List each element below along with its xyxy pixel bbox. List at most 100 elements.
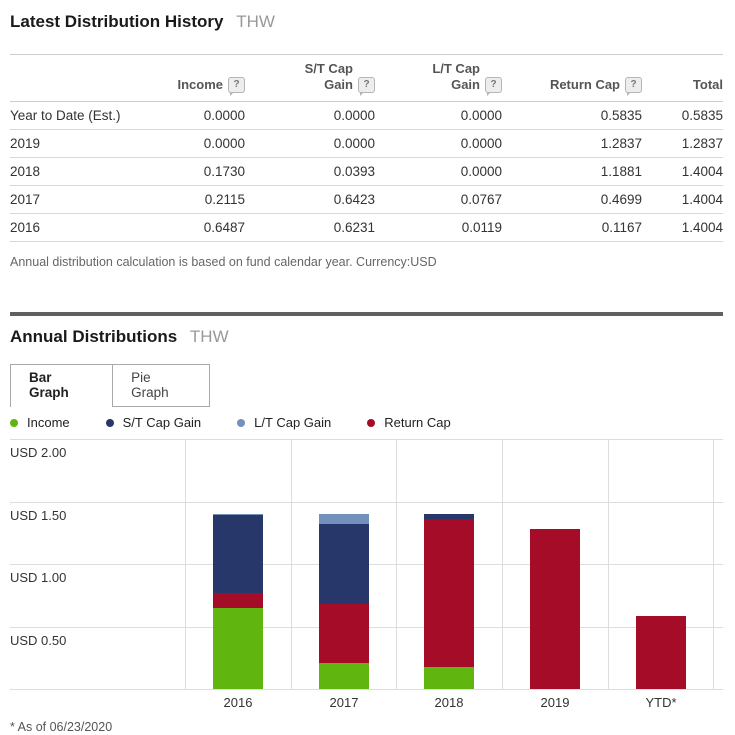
x-axis-label: 2018	[434, 695, 464, 710]
page-title: Latest Distribution History	[10, 12, 224, 31]
cell-value: 0.0000	[245, 129, 375, 158]
cell-value: 0.0119	[375, 213, 502, 242]
cell-value: 0.0393	[245, 157, 375, 186]
x-axis-label: 2019	[540, 695, 570, 710]
gridline-h	[10, 501, 723, 503]
bar-ytd[interactable]	[636, 439, 686, 689]
annual-distributions-section: Annual Distributions THW Bar Graph Pie G…	[10, 325, 723, 735]
bar-segment-return-cap[interactable]	[530, 528, 580, 689]
bar-segment-return-cap[interactable]	[319, 603, 369, 663]
y-axis-label: USD 1.00	[10, 570, 67, 585]
chart-footnote: * As of 06/23/2020	[10, 720, 113, 734]
legend-item: S/T Cap Gain	[105, 415, 201, 430]
x-axis-label: 2017	[329, 695, 359, 710]
distribution-history-section: Latest Distribution History THW Income? …	[10, 10, 723, 270]
row-label: Year to Date (Est.)	[10, 101, 160, 130]
y-axis-label: USD 2.00	[10, 445, 67, 460]
bar-segment-return-cap[interactable]	[213, 593, 263, 608]
section-title: Annual Distributions	[10, 327, 178, 346]
bar-segment-return-cap[interactable]	[636, 616, 686, 689]
cell-value: 0.0000	[375, 129, 502, 158]
bar-2018[interactable]	[424, 439, 474, 689]
gridline-v	[502, 439, 503, 689]
section-title-row: Annual Distributions THW	[10, 325, 723, 349]
cell-value: 0.2115	[160, 185, 245, 214]
bar-segment-s-t-cap-gain[interactable]	[424, 513, 474, 519]
cell-value: 0.5835	[502, 101, 642, 130]
tab-pie-graph[interactable]: Pie Graph	[113, 364, 210, 406]
cell-value: 0.0000	[160, 101, 245, 130]
bar-segment-l-t-cap-gain[interactable]	[213, 513, 263, 516]
cell-value: 0.5835	[642, 101, 723, 130]
legend-label: L/T Cap Gain	[254, 415, 332, 430]
graph-tabs: Bar Graph Pie Graph	[10, 364, 210, 407]
cell-value: 0.4699	[502, 185, 642, 214]
chart-plot-area: USD 2.00 USD 1.50 USD 1.00 USD 0.50	[10, 439, 723, 690]
y-axis-label: USD 1.50	[10, 507, 67, 523]
bar-segment-income[interactable]	[424, 667, 474, 689]
table-footnote: Annual distribution calculation is based…	[10, 255, 437, 269]
row-label: 2018	[10, 157, 160, 186]
distribution-table: Income? S/T Cap Gain? L/T Cap Gain? Retu…	[10, 54, 723, 242]
cell-value: 0.1167	[502, 213, 642, 242]
table-row: 2018 0.1730 0.0393 0.0000 1.1881 1.4004	[10, 157, 723, 186]
gridline-h	[10, 439, 723, 440]
ticker-symbol: THW	[189, 327, 229, 346]
gridline-h	[10, 689, 723, 690]
cell-value: 0.0000	[375, 157, 502, 186]
gridline-v	[185, 439, 186, 689]
bar-2016[interactable]	[213, 439, 263, 689]
section-divider	[10, 312, 723, 316]
row-label: 2019	[10, 129, 160, 158]
cell-value: 0.6487	[160, 213, 245, 242]
table-row: Year to Date (Est.) 0.0000 0.0000 0.0000 0.5…	[10, 101, 723, 130]
bar-segment-l-t-cap-gain[interactable]	[319, 513, 369, 524]
table-row: 2019 0.0000 0.0000 0.0000 1.2837 1.2837	[10, 129, 723, 158]
header-st-cap-gain: S/T Cap Gain?	[245, 54, 375, 102]
header-lt-cap-gain: L/T Cap Gain?	[375, 54, 502, 102]
help-icon[interactable]: ?	[228, 77, 245, 96]
help-icon[interactable]: ?	[358, 77, 375, 96]
help-icon[interactable]: ?	[625, 77, 642, 96]
table-row: 2016 0.6487 0.6231 0.0119 0.1167 1.4004	[10, 213, 723, 242]
cell-value: 1.4004	[642, 213, 723, 242]
cell-value: 1.1881	[502, 157, 642, 186]
section-title-row: Latest Distribution History THW	[10, 10, 723, 34]
gridline-v	[608, 439, 609, 689]
bar-segment-s-t-cap-gain[interactable]	[319, 523, 369, 604]
row-label: 2017	[10, 185, 160, 214]
x-axis-labels: 2016 2017 2018 2019 YTD*	[10, 695, 723, 717]
bar-2019[interactable]	[530, 439, 580, 689]
bar-segment-s-t-cap-gain[interactable]	[213, 515, 263, 594]
cell-value: 0.6231	[245, 213, 375, 242]
cell-value: 1.2837	[502, 129, 642, 158]
legend-dot-icon	[10, 418, 18, 427]
legend-label: Income	[27, 415, 70, 430]
table-body: Year to Date (Est.) 0.0000 0.0000 0.0000 0.5…	[10, 101, 723, 242]
cell-value: 0.6423	[245, 185, 375, 214]
gridline-v	[713, 439, 714, 689]
cell-value: 0.1730	[160, 157, 245, 186]
ticker-symbol: THW	[236, 12, 275, 31]
legend-item: Income	[10, 415, 70, 430]
legend-item: L/T Cap Gain	[237, 415, 331, 430]
bar-segment-return-cap[interactable]	[424, 518, 474, 668]
x-axis-label: YTD*	[645, 695, 677, 710]
gridline-v	[291, 439, 292, 689]
header-return-cap: Return Cap?	[502, 54, 642, 102]
help-icon[interactable]: ?	[485, 77, 502, 96]
legend-label: Return Cap	[384, 415, 451, 430]
tab-bar-graph[interactable]: Bar Graph	[10, 364, 114, 407]
bar-2017[interactable]	[319, 439, 369, 689]
bar-chart: USD 2.00 USD 1.50 USD 1.00 USD 0.50 2016 201…	[10, 439, 723, 717]
legend-dot-icon	[367, 418, 376, 427]
bar-segment-income[interactable]	[213, 607, 263, 689]
table-header-row: Income? S/T Cap Gain? L/T Cap Gain? Retu…	[10, 54, 723, 102]
cell-value: 0.0000	[245, 101, 375, 130]
cell-value: 1.4004	[642, 185, 723, 214]
table-row: 2017 0.2115 0.6423 0.0767 0.4699 1.4004	[10, 185, 723, 214]
bar-segment-income[interactable]	[319, 662, 369, 689]
header-total: Total	[642, 54, 723, 102]
legend-item: Return Cap	[367, 415, 451, 430]
y-axis-label: USD 0.50	[10, 632, 67, 648]
